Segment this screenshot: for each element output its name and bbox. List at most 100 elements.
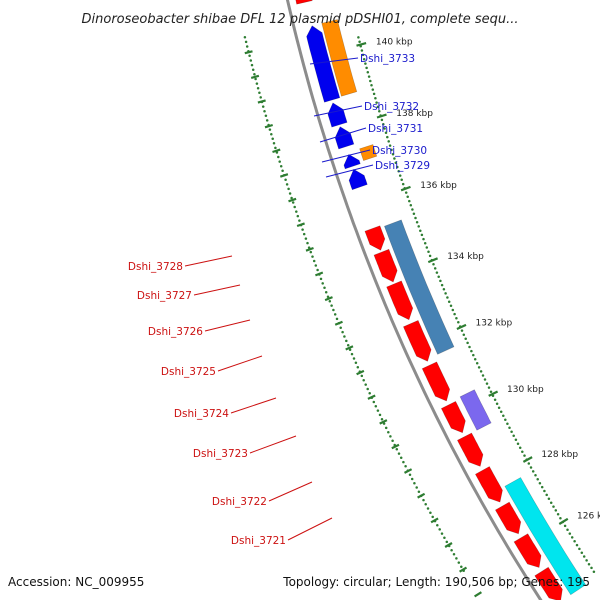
forward-gene[interactable] bbox=[403, 320, 432, 362]
minor-tick bbox=[367, 394, 376, 400]
inner-ring-dot bbox=[455, 557, 458, 560]
reverse-gene[interactable] bbox=[343, 153, 361, 170]
inner-ring-dot bbox=[244, 40, 248, 44]
gene-label[interactable]: Dshi_3728 bbox=[128, 261, 183, 273]
outer-ring-dot bbox=[455, 316, 458, 320]
inner-ring-dot bbox=[399, 456, 403, 460]
forward-gene[interactable] bbox=[534, 566, 563, 600]
outer-ring-dot bbox=[417, 225, 420, 228]
kbp-tick bbox=[427, 257, 439, 264]
forward-gene[interactable] bbox=[293, 0, 313, 5]
inner-ring-dot bbox=[296, 214, 300, 218]
forward-gene[interactable] bbox=[421, 361, 451, 402]
outer-ring-dot bbox=[575, 543, 579, 547]
gene-label[interactable]: Dshi_3724 bbox=[174, 408, 229, 420]
outer-ring-dot bbox=[479, 370, 483, 373]
gene-label[interactable]: Dshi_3731 bbox=[368, 123, 423, 135]
outer-ring-dot bbox=[473, 357, 477, 361]
forward-gene[interactable] bbox=[513, 533, 542, 568]
inner-ring-dot bbox=[270, 132, 273, 136]
outer-ring-dot bbox=[529, 466, 533, 469]
plasmid-backbone bbox=[285, 0, 543, 600]
outer-ring-dot bbox=[582, 555, 586, 558]
gene-label[interactable]: Dshi_3722 bbox=[212, 496, 267, 508]
outer-ring-dot bbox=[543, 489, 546, 493]
inner-ring-dot bbox=[422, 498, 425, 502]
reverse-gene[interactable] bbox=[334, 126, 355, 150]
outer-ring-dot bbox=[502, 414, 505, 418]
forward-gene[interactable] bbox=[456, 432, 484, 467]
kbp-tick-label: 128 kbp bbox=[541, 450, 578, 460]
purple-feature[interactable] bbox=[459, 389, 492, 431]
forward-gene[interactable] bbox=[373, 248, 398, 283]
inner-ring-dot bbox=[346, 344, 350, 347]
kbp-tick-label: 134 kbp bbox=[447, 252, 484, 262]
forward-gene[interactable] bbox=[494, 501, 522, 535]
inner-ring-dot bbox=[424, 503, 427, 506]
kbp-tick-label: 136 kbp bbox=[420, 181, 457, 191]
inner-ring-dot bbox=[312, 259, 316, 263]
forward-gene[interactable] bbox=[440, 401, 466, 434]
gene-label[interactable]: Dshi_3730 bbox=[372, 145, 427, 157]
gene-label[interactable]: Dshi_3729 bbox=[375, 160, 430, 172]
gene-label[interactable]: Dshi_3727 bbox=[137, 290, 192, 302]
outer-ring-dot bbox=[408, 199, 411, 203]
outer-ring-dot bbox=[493, 398, 497, 401]
gene-label[interactable]: Dshi_3725 bbox=[161, 366, 216, 378]
gene-label[interactable]: Dshi_3733 bbox=[360, 53, 415, 65]
outer-ring-dot bbox=[393, 157, 396, 160]
outer-ring-dot bbox=[506, 422, 509, 426]
outer-ring-dot bbox=[367, 75, 371, 78]
outer-ring-dot bbox=[440, 283, 444, 287]
outer-ring-dot bbox=[401, 182, 405, 186]
outer-ring-dot bbox=[549, 501, 553, 504]
forward-gene[interactable] bbox=[474, 466, 503, 503]
outer-ring-dot bbox=[512, 434, 515, 438]
inner-ring-dot bbox=[274, 146, 277, 150]
outer-ring-dot bbox=[470, 349, 473, 353]
gene-labels: Dshi_3733 Dshi_3732 Dshi_3731 Dshi_3730 Dshi… bbox=[128, 53, 430, 547]
gene-label[interactable]: Dshi_3721 bbox=[231, 535, 286, 547]
outer-ring-dot bbox=[573, 540, 576, 543]
outer-ring-dot bbox=[481, 374, 485, 377]
inner-ring-dot bbox=[438, 528, 441, 531]
outer-ring-dot bbox=[357, 36, 360, 39]
forward-gene[interactable] bbox=[386, 280, 414, 321]
cyan-feature[interactable] bbox=[504, 477, 587, 596]
outer-ring-dot bbox=[433, 267, 437, 270]
inner-ring-dot bbox=[395, 448, 399, 451]
reverse-gene[interactable] bbox=[306, 25, 341, 103]
outer-ring-dot bbox=[360, 49, 364, 52]
forward-gene[interactable] bbox=[364, 225, 386, 251]
inner-ring-dot bbox=[290, 196, 293, 200]
reverse-gene[interactable] bbox=[327, 102, 348, 128]
outer-ring-dot bbox=[409, 204, 413, 207]
outer-ring-dot bbox=[566, 528, 569, 532]
inner-ring-dot bbox=[431, 515, 434, 519]
gene-label[interactable]: Dshi_3726 bbox=[148, 326, 203, 338]
inner-ring-dot bbox=[259, 96, 262, 99]
gene-label[interactable]: Dshi_3723 bbox=[193, 448, 248, 460]
orange-feature[interactable] bbox=[359, 144, 378, 161]
steelblue-feature[interactable] bbox=[384, 219, 455, 355]
orange-feature[interactable] bbox=[321, 19, 358, 97]
outer-ring-dot bbox=[475, 362, 479, 365]
inner-ring-dot bbox=[376, 409, 380, 412]
outer-ring-dot bbox=[587, 562, 591, 566]
gene-label[interactable]: Dshi_3732 bbox=[364, 101, 419, 113]
kbp-tick bbox=[400, 185, 411, 192]
minor-tick bbox=[417, 492, 426, 499]
reverse-gene[interactable] bbox=[348, 168, 368, 191]
inner-ring-dot bbox=[261, 105, 265, 108]
outer-ring-dot bbox=[468, 345, 471, 349]
outer-ring-dot bbox=[580, 551, 584, 554]
summary-text: Topology: circular; Length: 190,506 bp; … bbox=[282, 575, 590, 589]
outer-ring-dot bbox=[384, 131, 388, 135]
outer-ring-dot bbox=[563, 524, 567, 528]
inner-ring-dot bbox=[278, 160, 281, 163]
outer-ring-dot bbox=[592, 570, 596, 573]
outer-ring-dot bbox=[386, 135, 389, 139]
inner-ring-dot bbox=[250, 63, 254, 67]
minor-tick bbox=[279, 173, 289, 178]
minor-tick bbox=[264, 123, 274, 129]
